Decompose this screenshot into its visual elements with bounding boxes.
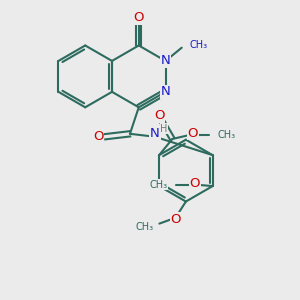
Text: H: H — [160, 124, 167, 134]
Text: CH₃: CH₃ — [189, 40, 207, 50]
Text: O: O — [93, 130, 104, 143]
Text: N: N — [161, 85, 170, 98]
Text: O: O — [188, 127, 198, 140]
Text: N: N — [161, 54, 170, 68]
Text: CH₃: CH₃ — [218, 130, 236, 140]
Text: O: O — [170, 213, 181, 226]
Text: O: O — [154, 109, 164, 122]
Text: O: O — [190, 177, 200, 190]
Text: CH₃: CH₃ — [149, 180, 168, 190]
Text: N: N — [150, 127, 160, 140]
Text: O: O — [134, 11, 144, 24]
Text: CH₃: CH₃ — [135, 222, 154, 232]
